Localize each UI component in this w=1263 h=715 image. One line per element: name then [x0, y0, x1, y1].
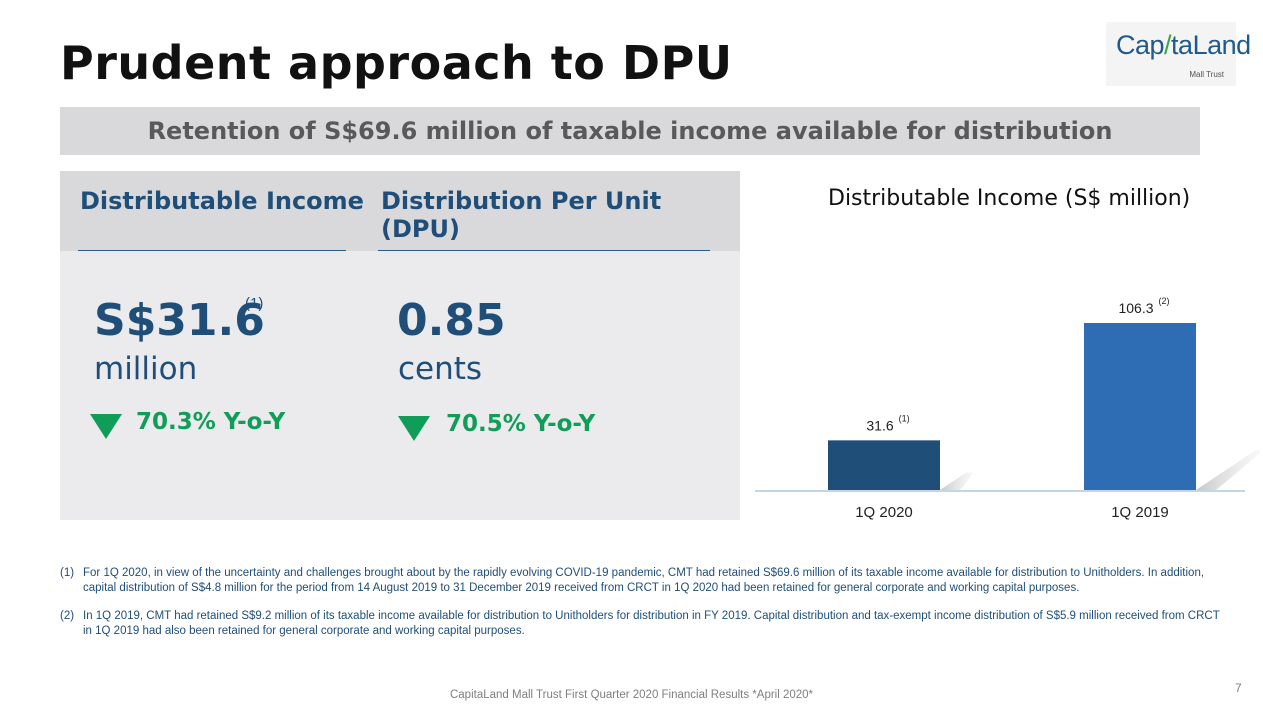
- heading-divider: [378, 250, 710, 251]
- footnotes: (1) For 1Q 2020, in view of the uncertai…: [60, 566, 1225, 652]
- dpu-unit: cents: [398, 351, 483, 387]
- distributable-income-change: 70.3% Y-o-Y: [136, 409, 286, 435]
- dpu-heading: Distribution Per Unit (DPU): [381, 187, 662, 243]
- page-title: Prudent approach to DPU: [60, 36, 733, 90]
- x-tick-label: 1Q 2019: [1111, 504, 1169, 521]
- banner-text: Retention of S$69.6 million of taxable i…: [147, 117, 1113, 145]
- data-label: 31.6: [866, 417, 893, 433]
- footnote: (2) In 1Q 2019, CMT had retained S$9.2 m…: [60, 609, 1225, 639]
- distributable-income-unit: million: [94, 351, 198, 387]
- logo-subtitle: Mall Trust: [1189, 70, 1224, 79]
- company-logo: Cap/taLand Mall Trust: [1106, 22, 1251, 86]
- distributable-income-value: S$31.6: [94, 295, 265, 346]
- data-label: 106.3: [1118, 300, 1153, 316]
- footnote-ref: (1): [245, 295, 264, 312]
- data-label-footnote-ref: (1): [899, 413, 910, 423]
- dpu-value: 0.85: [397, 295, 506, 346]
- heading-divider: [78, 250, 346, 251]
- bar-shadow: [940, 472, 975, 490]
- metrics-panel-header: [60, 171, 740, 251]
- metrics-panel: Distributable Income Distribution Per Un…: [60, 171, 740, 520]
- down-triangle-icon: [90, 414, 122, 439]
- distributable-income-bar-chart: 31.6 (1) 1Q 2020 106.3 (2) 1Q 2019: [755, 296, 1260, 521]
- chart-title: Distributable Income (S$ million): [828, 186, 1191, 211]
- footnote-text: For 1Q 2020, in view of the uncertainty …: [83, 567, 1205, 594]
- down-triangle-icon: [398, 416, 430, 441]
- footnote: (1) For 1Q 2020, in view of the uncertai…: [60, 566, 1225, 596]
- key-message-banner: Retention of S$69.6 million of taxable i…: [60, 107, 1200, 155]
- page-number: 7: [1235, 681, 1242, 695]
- footnote-marker: (1): [60, 567, 75, 579]
- dpu-change: 70.5% Y-o-Y: [446, 411, 596, 437]
- data-label-footnote-ref: (2): [1159, 296, 1170, 306]
- footnote-marker: (2): [60, 610, 75, 622]
- x-tick-label: 1Q 2020: [855, 504, 913, 521]
- slide-footer: CapitaLand Mall Trust First Quarter 2020…: [449, 689, 814, 701]
- bar-shadow: [1196, 450, 1260, 490]
- footnote-text: In 1Q 2019, CMT had retained S$9.2 milli…: [83, 610, 1220, 637]
- distributable-income-heading: Distributable Income: [80, 187, 364, 215]
- bar-1q-2019: [1084, 323, 1196, 490]
- bar-1q-2020: [828, 440, 940, 490]
- logo-wordmark: Cap/taLand: [1116, 30, 1251, 60]
